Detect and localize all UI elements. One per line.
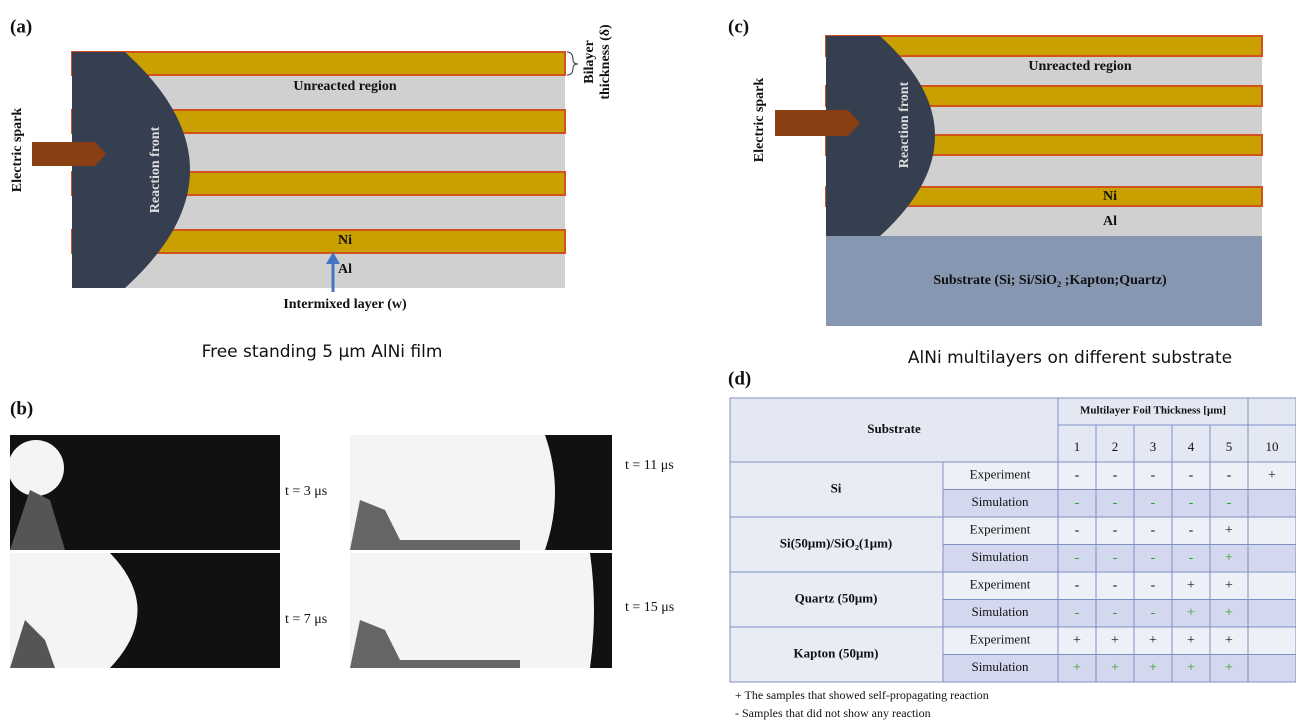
substrate-name: Si(50μm)/SiO₂(1μm) [780, 535, 893, 550]
region-label: Unreacted region [293, 79, 397, 94]
table-value: - [1227, 495, 1232, 510]
row-type: Experiment [970, 632, 1031, 647]
spark-label: Electric spark [10, 108, 25, 193]
thickness-header: 4 [1188, 439, 1195, 454]
table-value: - [1113, 550, 1118, 565]
table-value: - [1113, 578, 1118, 593]
figure: (a) Unreacted region Reaction front Elec… [0, 0, 1296, 724]
table-value: - [1151, 578, 1156, 593]
table-value: + [1187, 605, 1195, 620]
thickness-header: 5 [1226, 439, 1233, 454]
front-label: Reaction front [148, 126, 163, 213]
row-type: Simulation [971, 659, 1029, 674]
table-value: - [1151, 605, 1156, 620]
row-type: Experiment [970, 577, 1031, 592]
table-value: + [1187, 660, 1195, 675]
time-label: t = 15 μs [625, 600, 674, 615]
thickness-header: 3 [1150, 439, 1157, 454]
panel-label: (d) [728, 368, 751, 389]
front-label: Reaction front [897, 81, 912, 168]
region-label: Unreacted region [1028, 59, 1132, 74]
time-label: t = 11 μs [625, 458, 674, 473]
thickness-header: 1 [1074, 439, 1081, 454]
panel-label: (c) [728, 16, 749, 37]
table-value: - [1151, 468, 1156, 483]
row-type: Simulation [971, 604, 1029, 619]
table-cell [1248, 655, 1296, 683]
table-cell [1248, 490, 1296, 518]
legend-note: + The samples that showed self-propagati… [735, 688, 989, 702]
caption: AlNi multilayers on different substrate [908, 348, 1232, 368]
time-label: t = 3 μs [285, 484, 327, 499]
al-label: Al [338, 262, 352, 277]
table-value: - [1113, 605, 1118, 620]
table-value: - [1151, 495, 1156, 510]
ni-label: Ni [338, 233, 352, 248]
table-cell [1248, 600, 1296, 628]
table-value: - [1189, 550, 1194, 565]
substrate-name: Kapton (50μm) [793, 645, 878, 660]
table-value: - [1075, 495, 1080, 510]
table-value: + [1225, 660, 1233, 675]
al-label: Al [1103, 214, 1117, 229]
intermixed-label: Intermixed layer (w) [283, 297, 407, 312]
table-value: - [1075, 605, 1080, 620]
ni-label: Ni [1103, 189, 1117, 204]
table-value: + [1225, 523, 1233, 538]
high-speed-frames [8, 435, 612, 668]
table-value: - [1113, 495, 1118, 510]
table-value: - [1075, 468, 1080, 483]
table-cell [1248, 517, 1296, 545]
table-value: + [1225, 550, 1233, 565]
table-value: + [1225, 605, 1233, 620]
legend-note: - Samples that did not show any reaction [735, 706, 931, 720]
table-value: + [1225, 578, 1233, 593]
table-value: - [1075, 523, 1080, 538]
table-value: + [1149, 660, 1157, 675]
row-type: Simulation [971, 549, 1029, 564]
thickness-header: 10 [1266, 439, 1279, 454]
panel-label: (a) [10, 16, 32, 37]
table-value: - [1151, 550, 1156, 565]
table-value: - [1227, 468, 1232, 483]
table-value: + [1073, 633, 1081, 648]
table-value: + [1187, 633, 1195, 648]
table-value: - [1113, 468, 1118, 483]
substrate-name: Quartz (50μm) [795, 590, 878, 605]
table-value: + [1073, 660, 1081, 675]
thickness-header: 2 [1112, 439, 1119, 454]
table-cell [1248, 572, 1296, 600]
time-label: t = 7 μs [285, 612, 327, 627]
spark-label: Electric spark [752, 78, 767, 163]
row-type: Simulation [971, 494, 1029, 509]
header: Substrate [867, 421, 921, 436]
table-value: - [1151, 523, 1156, 538]
bilayer-label: thickness (δ) [598, 24, 613, 100]
table-value: - [1189, 468, 1194, 483]
table-value: + [1225, 633, 1233, 648]
table-value: - [1189, 523, 1194, 538]
bilayer-label: Bilayer [582, 40, 597, 84]
table-value: + [1268, 468, 1276, 483]
table-cell [1248, 545, 1296, 573]
table-cell [1248, 398, 1296, 425]
result-table: Substrate Multilayer Foil Thickness [μm] 1… [730, 398, 1296, 682]
panel-label: (b) [10, 398, 33, 419]
table-value: - [1075, 578, 1080, 593]
table-cell [1248, 627, 1296, 655]
substrate-label: Substrate (Si; Si/SiO₂ ;Kapton;Quartz) [933, 273, 1167, 288]
table-value: - [1075, 550, 1080, 565]
table-value: - [1189, 495, 1194, 510]
header: Multilayer Foil Thickness [μm] [1080, 405, 1226, 417]
table-value: + [1111, 633, 1119, 648]
caption: Free standing 5 µm AlNi film [202, 342, 443, 362]
row-type: Experiment [970, 467, 1031, 482]
table-value: + [1111, 660, 1119, 675]
row-type: Experiment [970, 522, 1031, 537]
table-value: + [1149, 633, 1157, 648]
table-value: - [1113, 523, 1118, 538]
substrate-name: Si [831, 480, 842, 495]
table-value: + [1187, 578, 1195, 593]
